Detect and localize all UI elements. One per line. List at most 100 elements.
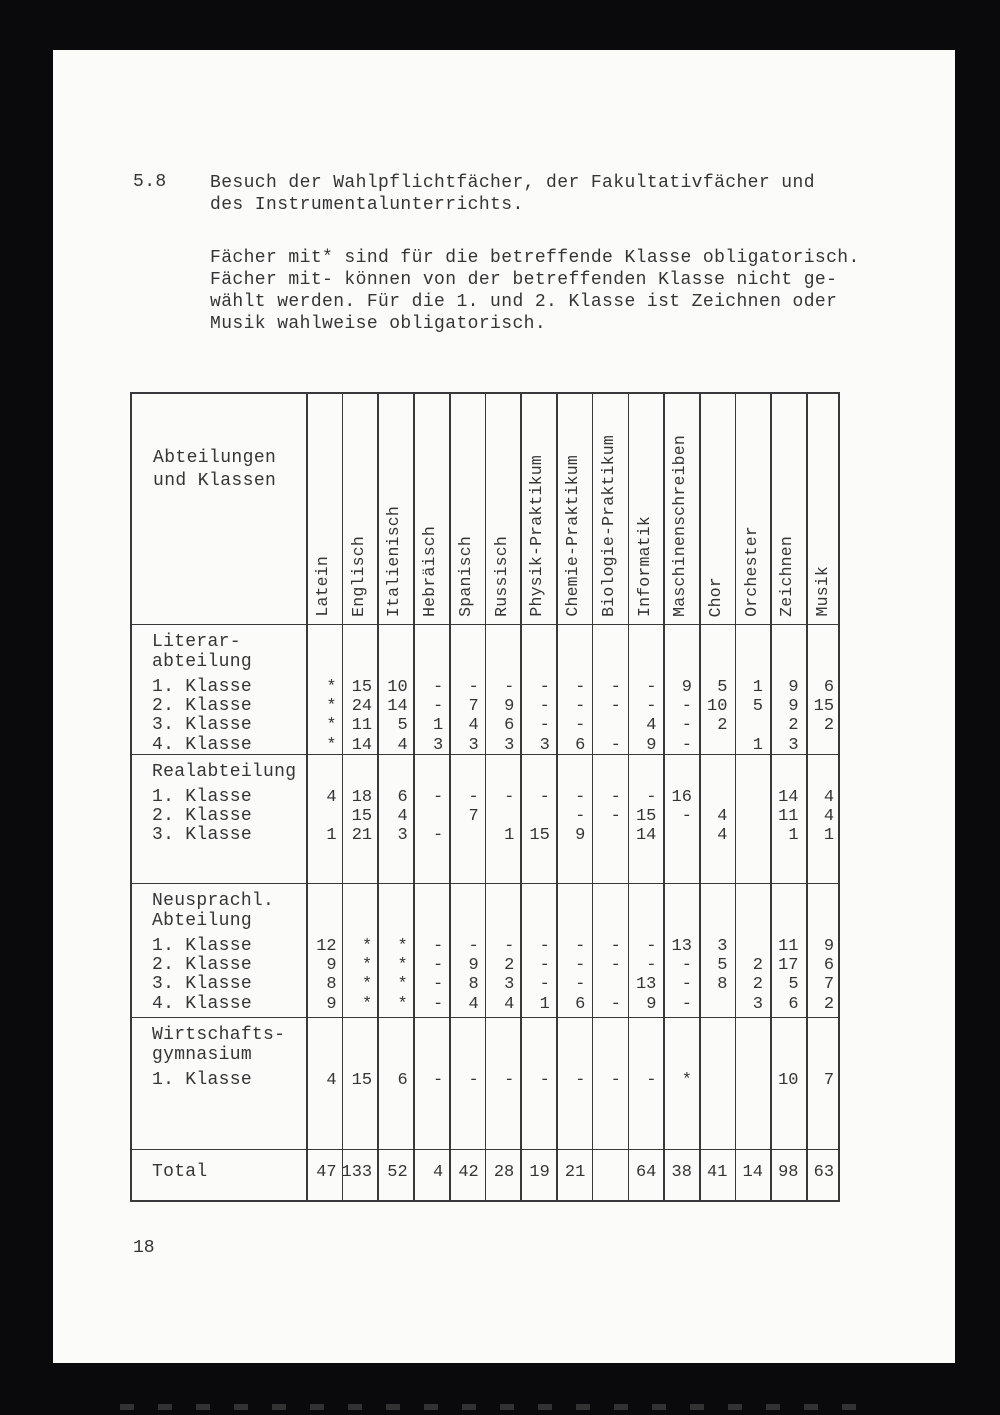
table-cell: 2 — [752, 956, 763, 976]
table-cell: - — [433, 826, 444, 846]
group-title: Literar- abteilung — [152, 632, 252, 672]
table-cell: * — [326, 697, 337, 717]
table-cell: - — [681, 735, 692, 755]
table-cell: * — [397, 937, 408, 956]
table-cell: 1 — [326, 826, 337, 846]
table-cell: - — [433, 956, 444, 976]
table-cell — [731, 788, 767, 807]
table-cell: 5 — [397, 716, 408, 736]
row-label: 3. Klasse — [152, 974, 252, 995]
table-cell: - — [468, 937, 479, 956]
section-heading: Besuch der Wahlpflichtfächer, der Fakult… — [210, 173, 815, 215]
table-cell: - — [681, 807, 692, 827]
row-label: 3. Klasse — [152, 825, 252, 846]
table-cell: 2 — [752, 975, 763, 995]
table-cell: 3 — [788, 735, 799, 755]
table-cell: - — [610, 697, 621, 717]
table-cell: - — [575, 937, 586, 956]
table-cell: 1 — [823, 826, 835, 846]
subjects-table: Abteilungen und Klassen Latein Englisch It… — [130, 392, 840, 1202]
table-cell: 9 — [326, 956, 337, 976]
table-cell: - — [610, 937, 621, 956]
column-header: Informatik — [634, 515, 654, 617]
row-label: 2. Klasse — [152, 696, 252, 717]
table-group-block: Wirtschafts- gymnasium 1. Klasse 4 15 6 - - - - -… — [132, 1017, 838, 1149]
table-cell — [447, 826, 483, 845]
table-cell: 15 — [351, 678, 373, 697]
row-label: 2. Klasse — [152, 806, 252, 827]
row-label: 3. Klasse — [152, 715, 252, 736]
group-title: Realabteilung — [152, 762, 297, 782]
table-row: 4. Klasse 9 * * - 4 4 1 6 - 9 - 3 6 2 — [132, 994, 838, 1014]
table-cell: - — [433, 975, 444, 995]
table-cell: - — [539, 678, 550, 697]
scan-edge-artifacts — [120, 1404, 880, 1410]
table-cell: 3 — [504, 975, 515, 995]
table-cell: 2 — [788, 716, 799, 736]
table-cell: - — [504, 1071, 515, 1090]
table-cell: 18 — [351, 788, 373, 807]
table-cell: 16 — [671, 788, 692, 807]
table-group-block: Literar- abteilung 1. Klasse * 15 10- - - - - - -9… — [132, 624, 838, 755]
row-label: Total — [152, 1162, 208, 1182]
table-cell: - — [575, 807, 586, 827]
table-cell: - — [610, 1071, 621, 1090]
table-cell: 6 — [575, 735, 586, 755]
table-cell: 11 — [778, 937, 799, 956]
table-cell: 10 — [707, 697, 728, 717]
table-group-block: Neusprachl. Abteilung 1. Klasse 12 * * - - - - - -… — [132, 883, 838, 1017]
table-cell: 1 — [752, 735, 763, 755]
table-cell: 9 — [468, 956, 479, 976]
table-cell: 13 — [635, 975, 657, 995]
table-cell: 63 — [813, 1163, 835, 1182]
table-cell: - — [610, 788, 621, 807]
table-cell: 4 — [646, 716, 657, 736]
table-cell — [696, 1071, 732, 1090]
table-cell — [589, 1163, 625, 1182]
table-cell — [589, 826, 625, 845]
table-total-block: Total 47 133 52 4 42 28 19 21 64 38 41 14 98 63 — [132, 1149, 838, 1200]
column-header: Englisch — [348, 536, 368, 617]
table-cell — [589, 716, 625, 735]
table-cell: * — [326, 678, 337, 697]
group-title: Wirtschafts- gymnasium — [152, 1025, 286, 1065]
table-cell: 5 — [788, 975, 799, 995]
row-label: 1. Klasse — [152, 787, 252, 807]
table-cell: - — [539, 788, 550, 807]
table-cell: 3 — [752, 994, 763, 1014]
table-cell: - — [575, 697, 586, 717]
table-cell — [483, 807, 519, 826]
table-cell: 3 — [468, 735, 479, 755]
table-group-block: Realabteilung 1. Klasse 4 18 6- - - - - - -16 14 4 2.… — [132, 754, 838, 883]
document-page: 5.8 Besuch der Wahlpflichtfächer, der Fa… — [53, 50, 955, 1363]
table-cell: 14 — [387, 697, 408, 717]
table-cell: 3 — [717, 937, 728, 956]
column-header: Hebräisch — [420, 526, 440, 617]
table-row: 3. Klasse 8 * * - 8 3 - - 13 - 8 2 5 7 — [132, 974, 838, 995]
table-cell: 8 — [468, 975, 479, 995]
table-cell — [696, 995, 732, 1014]
column-header: Biologie-Praktikum — [598, 435, 618, 617]
table-cell: 52 — [387, 1163, 408, 1182]
table-cell: - — [681, 994, 692, 1014]
table-cell: - — [433, 788, 444, 807]
table-row: 3. Klasse 1 21 3 - 1 15 9 14 4 1 1 — [132, 825, 838, 846]
table-cell: 8 — [717, 975, 728, 995]
row-label: 1. Klasse — [152, 936, 252, 956]
table-cell: 7 — [823, 1071, 835, 1090]
table-cell: 4 — [823, 788, 835, 807]
table-cell: 3 — [397, 826, 408, 846]
table-cell: 2 — [823, 994, 835, 1014]
table-cell: 47 — [316, 1163, 337, 1182]
table-cell: 4 — [717, 807, 728, 827]
table-cell: 15 — [351, 807, 373, 827]
table-cell — [731, 807, 767, 826]
table-cell: 6 — [575, 994, 586, 1014]
table-cell: 6 — [504, 716, 515, 736]
table-cell: 14 — [742, 1163, 763, 1182]
table-cell: - — [468, 678, 479, 697]
note-paragraph: Fächer mit* sind für die betreffende Kla… — [210, 248, 860, 334]
column-header: Spanisch — [455, 536, 475, 617]
table-cell — [660, 826, 696, 845]
table-cell: - — [433, 678, 444, 697]
